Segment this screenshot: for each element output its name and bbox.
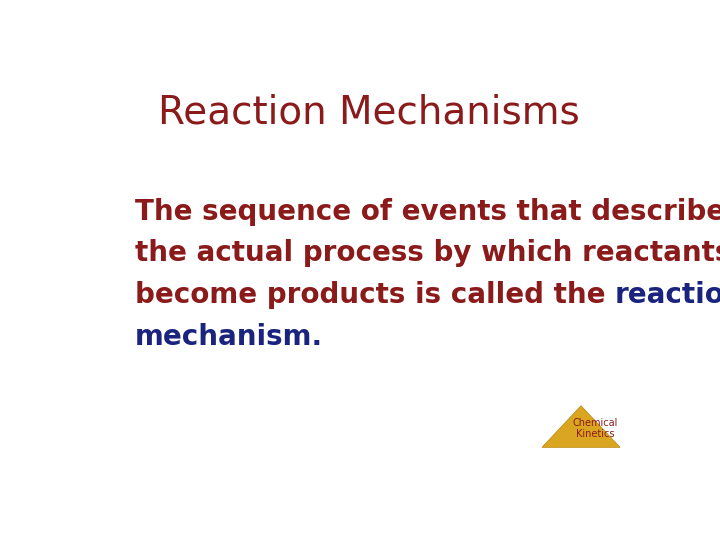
Polygon shape [542,406,620,447]
Text: become products is called the: become products is called the [135,281,615,309]
Text: reaction: reaction [615,281,720,309]
Text: The sequence of events that describes: The sequence of events that describes [135,198,720,226]
Text: mechanism.: mechanism. [135,322,323,350]
Text: Chemical
Kinetics: Chemical Kinetics [572,418,618,440]
Text: Reaction Mechanisms: Reaction Mechanisms [158,94,580,132]
Text: the actual process by which reactants: the actual process by which reactants [135,239,720,267]
